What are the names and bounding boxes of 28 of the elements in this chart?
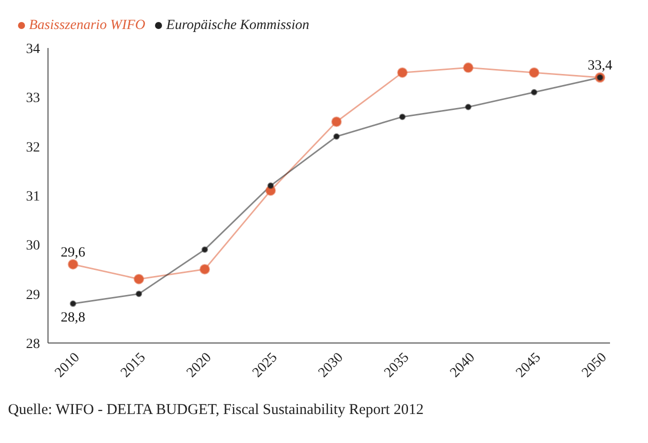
point xyxy=(463,62,474,73)
y-tick-label: 29 xyxy=(26,288,40,303)
y-tick-label: 30 xyxy=(26,238,40,254)
point xyxy=(528,67,540,78)
y-tick-label: 34 xyxy=(26,42,40,57)
point xyxy=(465,104,472,110)
point xyxy=(333,133,340,140)
point xyxy=(68,259,78,270)
point xyxy=(136,290,142,298)
legend-label: Basisszenario WIFO xyxy=(29,18,146,33)
point xyxy=(530,89,538,96)
legend-label: Europäische Kommission xyxy=(166,18,310,33)
source-note: Quelle: WIFO - DELTA BUDGET, Fiscal Sustainability Report 2012 xyxy=(8,402,425,419)
y-tick-label: 32 xyxy=(26,140,40,156)
point xyxy=(397,67,408,78)
point xyxy=(267,182,274,189)
y-tick-label: 33 xyxy=(26,91,40,106)
annotation: 29,6 xyxy=(60,245,86,260)
y-tick-label: 31 xyxy=(26,189,40,204)
point xyxy=(200,264,210,274)
point xyxy=(202,246,208,253)
point xyxy=(331,116,342,127)
annotation: 33,4 xyxy=(588,58,612,74)
point xyxy=(399,114,406,120)
annotation: 28,8 xyxy=(60,310,86,326)
point xyxy=(134,274,144,284)
point xyxy=(70,300,76,307)
y-tick-label: 28 xyxy=(26,336,40,352)
